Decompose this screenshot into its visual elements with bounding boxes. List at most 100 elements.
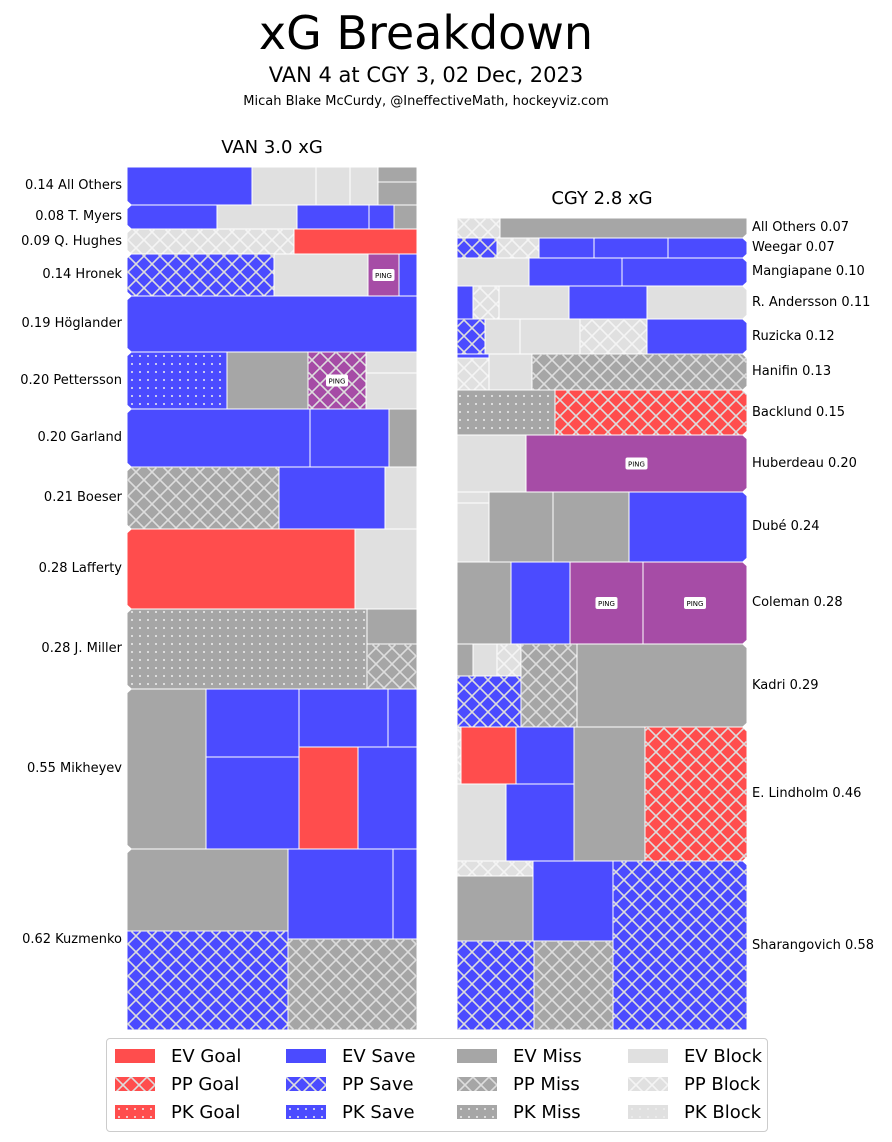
legend-label: PP Save — [342, 1073, 414, 1095]
cgy-shot-rect-hatch — [645, 727, 747, 861]
cgy-shot-rect — [568, 285, 648, 320]
cgy-shot-rect — [456, 285, 474, 320]
van-shot-rect — [387, 688, 418, 748]
ping-badge: PING — [372, 269, 395, 281]
ping-label: PING — [375, 272, 392, 280]
cgy-shot-rect — [488, 353, 533, 391]
row-divider-notch — [742, 639, 748, 649]
legend-entry: PP Miss — [457, 1071, 580, 1097]
van-shot-rect — [278, 466, 386, 530]
row-divider-notch — [742, 856, 748, 866]
cgy-player-label: Backlund 0.15 — [752, 404, 845, 420]
legend-swatch — [457, 1077, 497, 1091]
van-shot-rect — [392, 848, 418, 940]
van-shot-rect — [377, 166, 418, 183]
cgy-panel-title: CGY 2.8 xG — [551, 188, 653, 209]
row-divider-notch — [126, 844, 132, 854]
cgy-shot-rect — [646, 285, 748, 320]
legend-swatch — [457, 1049, 497, 1063]
van-shot-rect — [126, 688, 207, 850]
cgy-shot-rect-hatch — [555, 390, 747, 435]
van-shot-rect-hatch — [288, 939, 417, 1030]
legend-label: EV Block — [684, 1045, 763, 1067]
van-shot-rect — [205, 688, 300, 758]
cgy-shot-rect-hatch — [497, 238, 539, 258]
van-player-label: 0.62 Kuzmenko — [22, 931, 122, 947]
van-shot-rect — [365, 372, 418, 410]
cgy-player-label: Huberdeau 0.20 — [752, 455, 857, 471]
cgy-shot-rect-hatch — [457, 390, 555, 435]
van-shot-rect — [315, 166, 351, 206]
cgy-shot-rect — [573, 726, 646, 862]
legend-swatch — [286, 1077, 326, 1091]
legend-entry: PP Goal — [115, 1071, 239, 1097]
row-divider-notch — [126, 200, 132, 210]
cgy-shot-rect — [515, 726, 575, 785]
legend-swatch — [286, 1049, 326, 1063]
row-divider-notch — [126, 249, 132, 259]
legend-entry: PK Goal — [115, 1099, 240, 1125]
row-divider-notch — [126, 224, 132, 234]
cgy-shot-rect-hatch — [532, 354, 747, 390]
row-divider-notch — [126, 347, 132, 357]
van-player-label: 0.09 Q. Hughes — [21, 233, 122, 249]
row-divider-notch — [126, 604, 132, 614]
cgy-shot-rect — [456, 875, 534, 942]
credit-line: Micah Blake McCurdy, @IneffectiveMath, h… — [243, 94, 609, 109]
van-player-label: 0.19 Höglander — [21, 316, 122, 331]
van-shot-rect — [296, 204, 370, 230]
legend-swatch — [115, 1105, 155, 1119]
van-shot-rect — [126, 295, 418, 353]
cgy-player-label: All Others 0.07 — [752, 220, 850, 235]
cgy-player-label: Mangiapane 0.10 — [752, 264, 865, 279]
van-shot-rect — [366, 608, 418, 645]
van-shot-rect — [126, 848, 289, 932]
van-shot-rect — [126, 528, 356, 610]
van-shot-rect — [365, 351, 418, 374]
row-divider-notch — [742, 557, 748, 567]
ping-label: PING — [628, 461, 645, 469]
cgy-shot-rect-hatch — [580, 319, 647, 354]
ping-label: PING — [329, 378, 346, 386]
van-shot-rect — [357, 746, 418, 850]
game-subtitle: VAN 4 at CGY 3, 02 Dec, 2023 — [268, 63, 584, 87]
ping-label: PING — [598, 600, 615, 608]
van-player-label: 0.14 Hronek — [42, 267, 122, 282]
row-divider-notch — [126, 524, 132, 534]
row-divider-notch — [742, 430, 748, 440]
row-divider-notch — [126, 291, 132, 301]
legend-swatch — [286, 1105, 326, 1119]
van-shot-rect-hatch — [367, 644, 417, 689]
row-divider-notch — [742, 349, 748, 359]
cgy-shot-rect — [576, 643, 748, 728]
legend-entry: PP Save — [286, 1071, 414, 1097]
van-player-label: 0.55 Mikheyev — [26, 761, 122, 776]
cgy-player-label: Coleman 0.28 — [752, 595, 843, 610]
legend-label: EV Goal — [171, 1045, 242, 1067]
row-divider-notch — [742, 233, 748, 243]
van-shot-rect — [126, 408, 311, 468]
legend-entry: EV Block — [628, 1043, 762, 1069]
van-shot-rect — [377, 181, 418, 206]
van-player-label: 0.28 Lafferty — [38, 561, 122, 576]
van-shot-rect — [298, 688, 389, 748]
cgy-shot-rect — [538, 237, 595, 259]
cgy-shot-rect — [488, 491, 554, 563]
cgy-shot-rect-hatch — [457, 861, 533, 876]
row-divider-notch — [126, 404, 132, 414]
legend-swatch — [628, 1049, 668, 1063]
cgy-shot-rect — [484, 318, 521, 355]
ping-label: PING — [687, 600, 704, 608]
legend-entry: PP Block — [628, 1071, 760, 1097]
van-shot-rect — [384, 466, 418, 530]
cgy-shot-rect — [532, 860, 614, 942]
cgy-shot-rect-hatch — [457, 218, 500, 238]
legend-swatch — [457, 1105, 497, 1119]
legend-label: PP Goal — [171, 1073, 240, 1095]
van-shot-rect-hatch — [127, 254, 274, 296]
van-player-label: 0.21 Boeser — [43, 490, 122, 505]
cgy-player-label: Weegar 0.07 — [752, 240, 835, 255]
legend-swatch — [115, 1077, 155, 1091]
van-shot-rect — [226, 351, 309, 410]
cgy-shot-rect-hatch — [613, 861, 747, 1030]
